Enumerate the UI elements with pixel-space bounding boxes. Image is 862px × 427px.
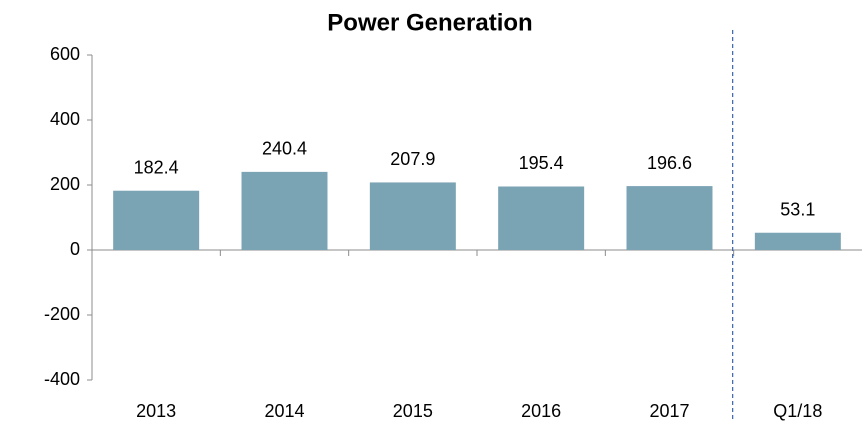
y-tick-label: 600	[50, 44, 80, 64]
bar	[498, 186, 585, 250]
data-label: 53.1	[780, 199, 815, 219]
x-tick-label: 2017	[649, 401, 689, 421]
data-label: 195.4	[519, 153, 564, 173]
bar	[369, 182, 456, 250]
y-tick-label: -400	[44, 369, 80, 389]
y-tick-label: 200	[50, 174, 80, 194]
data-label: 182.4	[134, 157, 179, 177]
data-label: 196.6	[647, 153, 692, 173]
bar	[113, 190, 200, 250]
bar	[626, 186, 713, 250]
bar	[241, 171, 328, 250]
chart-title: Power Generation	[327, 9, 532, 36]
data-label: 207.9	[390, 149, 435, 169]
y-tick-label: 0	[70, 239, 80, 259]
bar	[754, 232, 841, 250]
x-tick-label: 2013	[136, 401, 176, 421]
x-tick-label: 2015	[393, 401, 433, 421]
data-label: 240.4	[262, 139, 307, 159]
y-tick-label: -200	[44, 304, 80, 324]
y-tick-label: 400	[50, 109, 80, 129]
x-tick-label: Q1/18	[773, 401, 822, 421]
x-tick-label: 2014	[264, 401, 304, 421]
x-tick-label: 2016	[521, 401, 561, 421]
